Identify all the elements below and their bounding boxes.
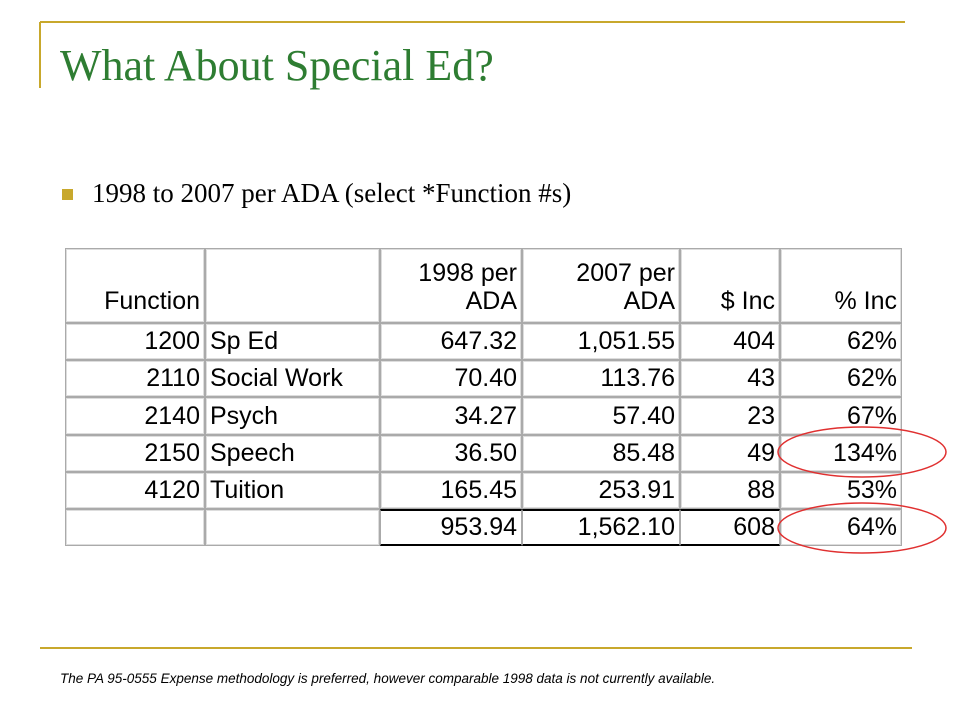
table-cell: 1,051.55 xyxy=(522,323,680,361)
total-cell: 953.94 xyxy=(380,509,522,547)
table-cell xyxy=(205,509,380,547)
table-cell: 2110 xyxy=(65,360,205,398)
table-cell: 85.48 xyxy=(522,434,680,472)
table-cell: 43 xyxy=(680,360,780,398)
header-cell: $ Inc xyxy=(680,248,780,323)
table-cell: 113.76 xyxy=(522,360,680,398)
table-cell: Tuition xyxy=(205,471,380,509)
table-cell: 67% xyxy=(780,397,902,435)
table-cell: 62% xyxy=(780,360,902,398)
header-cell: 2007 per ADA xyxy=(522,248,680,323)
table-cell: 49 xyxy=(680,434,780,472)
table-cell: 2140 xyxy=(65,397,205,435)
table-cell: Social Work xyxy=(205,360,380,398)
header-cell xyxy=(205,248,380,323)
table-cell: 404 xyxy=(680,323,780,361)
table-cell: 34.27 xyxy=(380,397,522,435)
footnote: The PA 95-0555 Expense methodology is pr… xyxy=(60,671,716,686)
header-cell: Function xyxy=(65,248,205,323)
table-cell: 134% xyxy=(780,434,902,472)
table-cell: 23 xyxy=(680,397,780,435)
table-cell: 253.91 xyxy=(522,471,680,509)
table-cell: 88 xyxy=(680,471,780,509)
table-cell: 70.40 xyxy=(380,360,522,398)
total-cell: 1,562.10 xyxy=(522,509,680,547)
table-cell: 1200 xyxy=(65,323,205,361)
total-cell: 64% xyxy=(780,509,902,547)
table-cell: 2150 xyxy=(65,434,205,472)
table-cell: 36.50 xyxy=(380,434,522,472)
table-cell: Speech xyxy=(205,434,380,472)
table-cell: Psych xyxy=(205,397,380,435)
header-cell: 1998 per ADA xyxy=(380,248,522,323)
table-cell xyxy=(65,509,205,547)
bullet-text: 1998 to 2007 per ADA (select *Function #… xyxy=(92,178,572,208)
table-cell: 4120 xyxy=(65,471,205,509)
header-cell: % Inc xyxy=(780,248,902,323)
bullet-marker xyxy=(62,189,73,200)
table-cell: 647.32 xyxy=(380,323,522,361)
table-cell: 62% xyxy=(780,323,902,361)
table-cell: 53% xyxy=(780,471,902,509)
title: What About Special Ed? xyxy=(60,41,494,90)
table-cell: Sp Ed xyxy=(205,323,380,361)
table-cell: 57.40 xyxy=(522,397,680,435)
table-cell: 165.45 xyxy=(380,471,522,509)
total-cell: 608 xyxy=(680,509,780,547)
